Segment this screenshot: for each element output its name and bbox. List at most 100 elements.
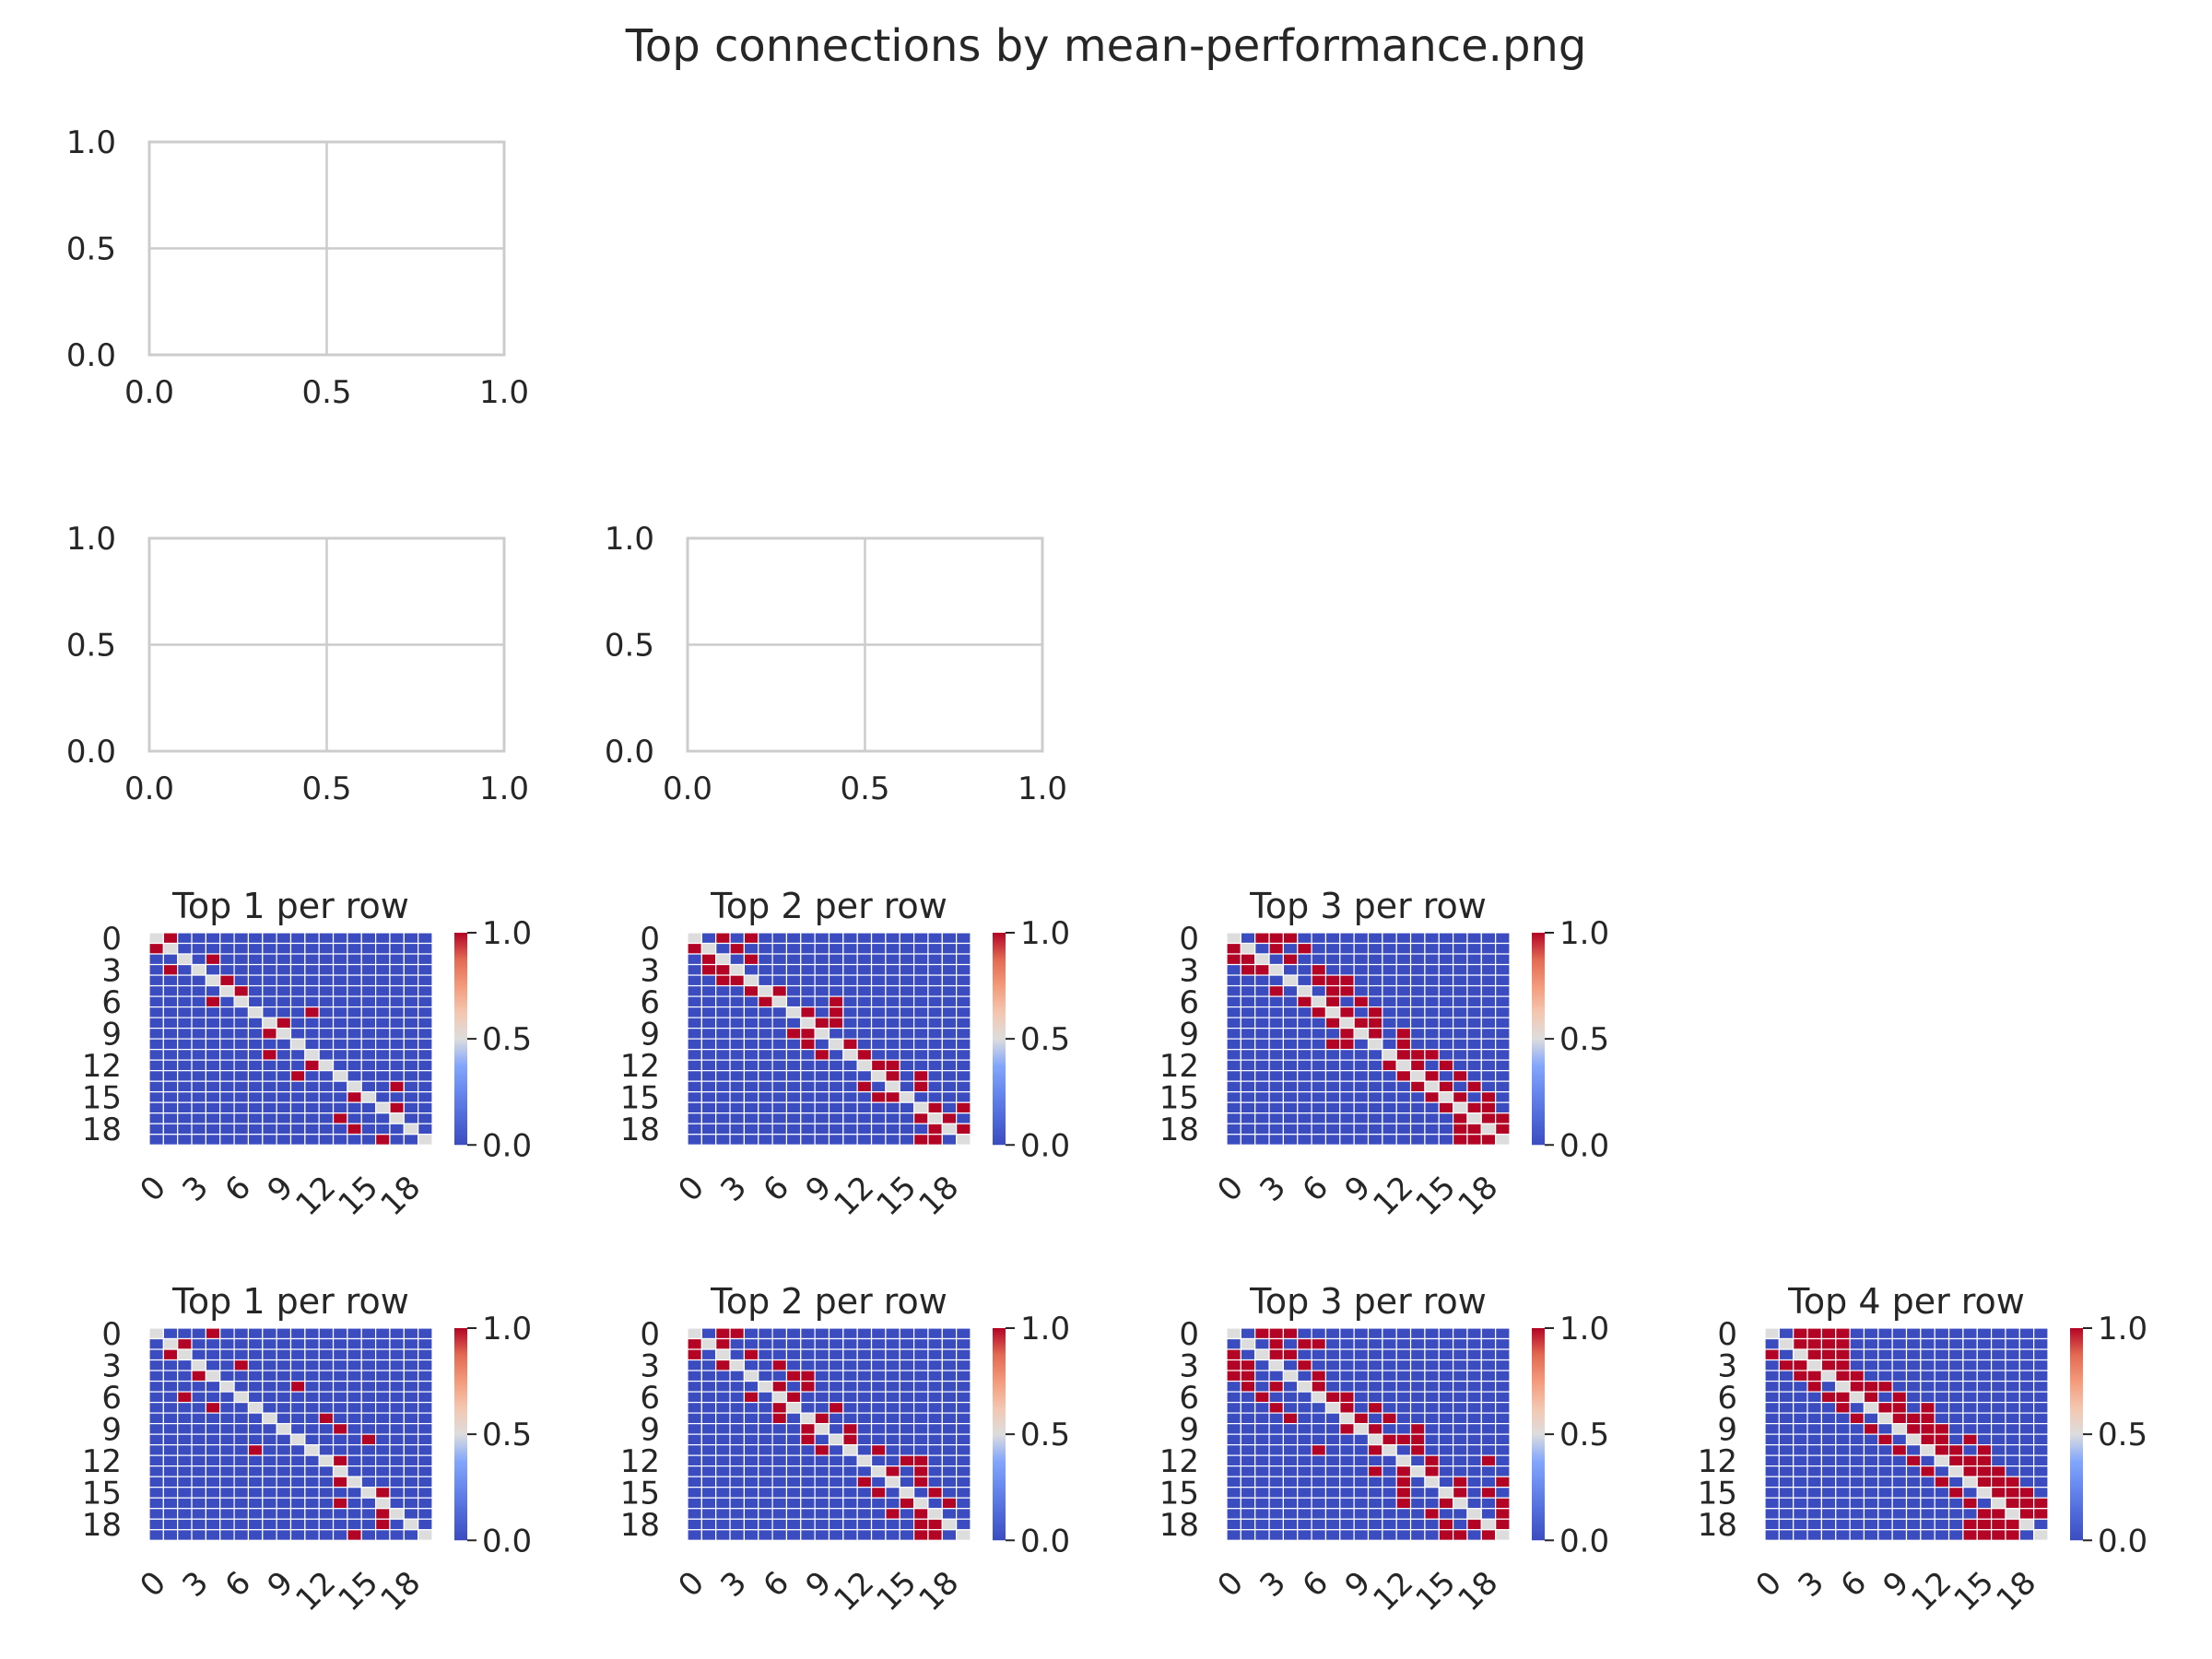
heatmap-cell	[219, 1123, 235, 1135]
heatmap-cell	[1891, 1401, 1908, 1414]
heatmap-cell	[233, 942, 250, 955]
heatmap-cell	[318, 942, 335, 955]
heatmap-cell	[403, 995, 419, 1008]
heatmap-cell	[262, 1476, 277, 1488]
heatmap-cell	[318, 1497, 335, 1510]
heatmap-cell	[389, 995, 405, 1008]
heatmap-cell	[1480, 953, 1497, 966]
heatmap-cell	[800, 995, 816, 1008]
heatmap-cell	[956, 1465, 971, 1477]
heatmap-cell	[842, 1017, 858, 1030]
heatmap-cell	[1976, 1380, 1993, 1393]
heatmap-cell	[347, 1028, 362, 1040]
heatmap-cell	[814, 1028, 830, 1040]
heatmap-cell	[1905, 1497, 1922, 1510]
heatmap-cell	[1297, 932, 1312, 945]
heatmap-cell	[956, 1049, 971, 1061]
heatmap-cell	[927, 1497, 943, 1510]
heatmap-cell	[1452, 1134, 1468, 1146]
heatmap-cell	[162, 1508, 179, 1520]
heatmap-cell	[1877, 1412, 1893, 1425]
heatmap-cell	[1424, 1327, 1440, 1340]
heatmap-cell	[360, 1080, 377, 1093]
heatmap-cell	[1820, 1433, 1837, 1446]
heatmap-cell	[177, 1487, 193, 1499]
heatmap-cell	[1311, 1112, 1327, 1124]
heatmap-cell	[687, 1337, 702, 1350]
heatmap-cell	[1282, 1465, 1299, 1477]
heatmap-cell	[2018, 1348, 2035, 1361]
heatmap-cell	[1976, 1337, 1993, 1350]
heatmap-cell	[219, 1497, 235, 1510]
heatmap-cell	[1282, 1370, 1299, 1382]
heatmap-cell	[956, 1080, 971, 1093]
heatmap-cell	[375, 963, 391, 976]
heatmap-cell	[1367, 1112, 1383, 1124]
heatmap-cell	[828, 1080, 844, 1093]
heatmap-cell	[729, 974, 745, 987]
heatmap-cell	[941, 1101, 958, 1114]
heatmap-cell	[360, 1454, 377, 1467]
heatmap-cell	[700, 1080, 717, 1093]
heatmap-cell	[1324, 1006, 1341, 1018]
heatmap-cell	[2033, 1487, 2049, 1499]
heatmap-cell	[885, 995, 900, 1008]
heatmap-cell	[1991, 1412, 2006, 1425]
heatmap-cell	[1240, 1454, 1256, 1467]
heatmap-cell	[205, 1423, 221, 1435]
heatmap-cell	[1920, 1433, 1936, 1446]
heatmap-cell	[758, 1017, 773, 1030]
heatmap-cell	[418, 1401, 433, 1414]
heatmap-cell	[842, 1401, 858, 1414]
heatmap-cell	[1947, 1327, 1964, 1340]
heatmap-cell	[1495, 1518, 1511, 1531]
heatmap-cell	[1324, 1337, 1341, 1350]
heatmap-cell	[842, 974, 858, 987]
heatmap-cell	[1920, 1348, 1936, 1361]
heatmap-cell	[1905, 1508, 1922, 1520]
y-tick-label: 15	[82, 1079, 122, 1116]
heatmap-cell	[856, 1059, 873, 1072]
heatmap-cell	[262, 1059, 277, 1072]
heatmap-cell	[403, 1348, 419, 1361]
heatmap-cell	[177, 1006, 193, 1018]
heatmap-cell	[360, 1518, 377, 1531]
heatmap-cell	[276, 1444, 292, 1456]
heatmap-cell	[2033, 1401, 2049, 1414]
heatmap-cell	[1254, 984, 1270, 997]
heatmap-cell	[1367, 1038, 1383, 1051]
heatmap-cell	[1311, 1327, 1327, 1340]
heatmap-cell	[715, 984, 731, 997]
heatmap-cell	[1495, 932, 1511, 945]
heatmap-cell	[318, 1444, 335, 1456]
heatmap-cell	[1764, 1348, 1780, 1361]
heatmap-cell	[729, 932, 745, 945]
heatmap-cell	[1353, 995, 1370, 1008]
heatmap-cell	[956, 1123, 971, 1135]
heatmap-cell	[205, 1433, 221, 1446]
x-tick-label: 3	[176, 1564, 217, 1605]
heatmap-cell	[304, 1433, 320, 1446]
heatmap-cell	[885, 1091, 900, 1103]
heatmap-cell	[347, 1444, 362, 1456]
heatmap-cell	[1226, 1070, 1241, 1082]
y-tick-label: 1.0	[66, 521, 116, 558]
heatmap-cell	[347, 1134, 362, 1146]
x-tick-label: 18	[1451, 1169, 1505, 1223]
heatmap-cell	[912, 963, 929, 976]
heatmap-cell	[715, 1348, 731, 1361]
heatmap-cell	[1438, 974, 1454, 987]
heatmap-cell	[347, 1391, 362, 1404]
heatmap-cell	[247, 1412, 264, 1425]
heatmap-cell	[856, 1465, 873, 1477]
heatmap-cell	[177, 963, 193, 976]
heatmap-cell	[715, 1359, 731, 1371]
heatmap-cell	[1806, 1391, 1823, 1404]
heatmap-cell	[177, 1070, 193, 1082]
heatmap-cell	[205, 1337, 221, 1350]
heatmap-cell	[1764, 1465, 1780, 1477]
heatmap-cell	[743, 953, 759, 966]
heatmap-cell	[1395, 1091, 1412, 1103]
heatmap-cell	[205, 1518, 221, 1531]
heatmap-cell	[899, 1337, 915, 1350]
